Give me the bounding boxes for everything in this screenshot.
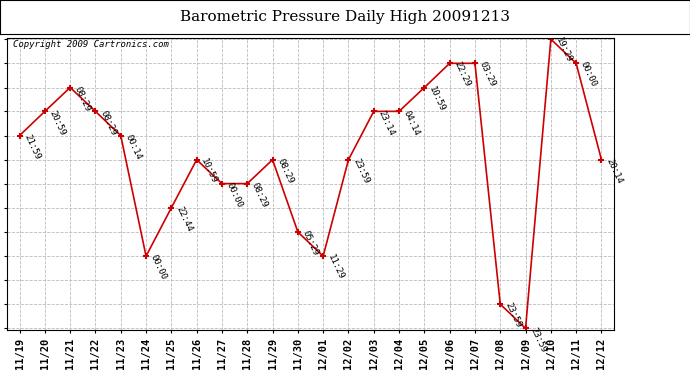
Text: 23:59: 23:59	[503, 302, 522, 330]
Text: 03:29: 03:29	[477, 60, 497, 89]
Text: 20:59: 20:59	[48, 109, 67, 137]
Text: 23:59: 23:59	[529, 326, 548, 354]
Text: 00:00: 00:00	[225, 181, 244, 209]
Text: 22:29: 22:29	[453, 60, 472, 89]
Text: 00:00: 00:00	[579, 60, 598, 89]
Text: Copyright 2009 Cartronics.com: Copyright 2009 Cartronics.com	[13, 40, 169, 50]
Text: 08:29: 08:29	[98, 109, 118, 137]
Text: 10:59: 10:59	[427, 85, 446, 113]
Text: 20:14: 20:14	[604, 157, 624, 185]
Text: 04:14: 04:14	[402, 109, 422, 137]
Text: 08:29: 08:29	[250, 181, 270, 209]
Text: 23:14: 23:14	[377, 109, 396, 137]
Text: 22:44: 22:44	[174, 205, 194, 233]
Text: 11:29: 11:29	[326, 254, 346, 282]
Text: 00:00: 00:00	[149, 254, 168, 282]
Text: Barometric Pressure Daily High 20091213: Barometric Pressure Daily High 20091213	[180, 10, 510, 24]
Text: 10:59: 10:59	[199, 157, 219, 185]
Text: 23:59: 23:59	[351, 157, 371, 185]
Text: 05:29: 05:29	[301, 229, 320, 257]
Text: 00:14: 00:14	[124, 133, 143, 161]
Text: 08:29: 08:29	[275, 157, 295, 185]
Text: 19:29: 19:29	[553, 36, 573, 64]
Text: 08:29: 08:29	[73, 85, 92, 113]
Text: 21:59: 21:59	[22, 133, 42, 161]
